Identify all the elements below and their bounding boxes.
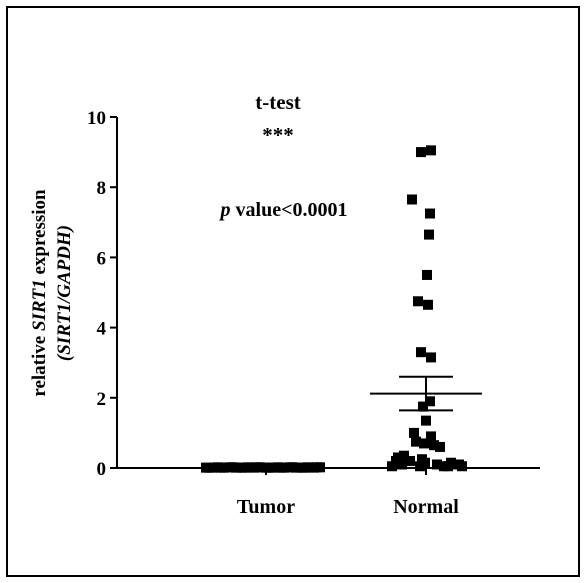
data-point [405, 455, 415, 466]
y-tick-label: 2 [97, 389, 107, 410]
error-bars [210, 375, 482, 469]
data-point [443, 461, 453, 472]
data-point [423, 299, 433, 310]
test-label: t-test [255, 90, 300, 114]
data-point [416, 147, 426, 158]
y-tick-label: 4 [97, 319, 107, 340]
data-point [397, 459, 407, 470]
data-point [411, 436, 421, 447]
p-value-label: p value<0.0001 [219, 199, 348, 221]
data-point [429, 440, 439, 451]
data-point [421, 415, 431, 426]
data-point [391, 455, 401, 466]
y-tick-label: 8 [97, 178, 107, 199]
axes: 0 2 4 6 8 10 Tumor Normal [87, 108, 540, 518]
data-point [426, 145, 436, 156]
data-point [415, 461, 425, 472]
data-point [432, 459, 442, 470]
y-tick-label: 10 [87, 108, 106, 129]
data-point [204, 462, 214, 473]
y-axis-label-line2: (SIRT1/GAPDH) [54, 225, 75, 361]
data-point [426, 431, 436, 442]
data-points [201, 145, 467, 473]
y-axis-label-line1: relative SIRT1 expression [29, 189, 50, 397]
data-point [425, 396, 435, 407]
data-point [425, 208, 435, 219]
x-tick-label: Tumor [237, 496, 295, 518]
significance-stars: *** [262, 123, 294, 147]
x-tick-label: Normal [393, 496, 459, 518]
data-point [435, 441, 445, 452]
data-point [457, 461, 467, 472]
data-point [409, 427, 419, 438]
data-point [424, 229, 434, 240]
y-tick-label: 0 [97, 459, 107, 480]
data-point [419, 438, 429, 449]
figure-frame [6, 6, 580, 577]
data-point [399, 450, 409, 461]
data-point [416, 347, 426, 358]
y-tick-label: 6 [97, 248, 107, 269]
data-point [422, 269, 432, 280]
data-point [387, 461, 397, 472]
data-point [407, 194, 417, 205]
data-point [413, 296, 423, 307]
data-point [426, 352, 436, 363]
data-point [418, 401, 428, 412]
